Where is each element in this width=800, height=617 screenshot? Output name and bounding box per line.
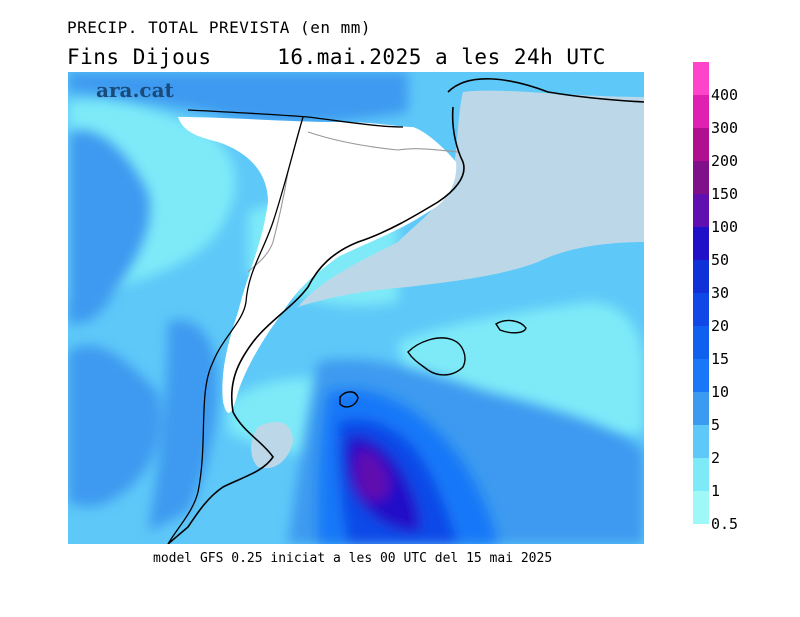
- legend-swatch: [693, 392, 709, 425]
- legend-label: 5: [711, 416, 721, 434]
- legend-label: 100: [711, 218, 739, 236]
- legend-swatch: [693, 458, 709, 491]
- legend-label: 300: [711, 119, 739, 137]
- legend-label: 0.5: [711, 515, 739, 533]
- legend-label: 400: [711, 86, 739, 104]
- legend-swatch: [693, 128, 709, 161]
- legend-label: 30: [711, 284, 730, 302]
- legend-swatch: [693, 491, 709, 524]
- legend-swatch: [693, 161, 709, 194]
- coastline: [167, 78, 644, 544]
- legend-swatch: [693, 326, 709, 359]
- map-subtitle: Fins Dijous 16.mai.2025 a les 24h UTC: [67, 45, 606, 69]
- legend-label: 50: [711, 251, 730, 269]
- pyrenees-border: [187, 109, 404, 128]
- legend-label: 10: [711, 383, 730, 401]
- iberian-border: [167, 116, 304, 544]
- dry-land-area: [178, 117, 457, 413]
- dry-sea-area: [298, 90, 644, 307]
- legend-swatch: [693, 62, 709, 95]
- legend-swatch: [693, 227, 709, 260]
- legend-swatch: [693, 194, 709, 227]
- map-title: PRECIP. TOTAL PREVISTA (en mm): [67, 18, 371, 37]
- menorca-island: [495, 319, 527, 334]
- model-info-footer: model GFS 0.25 iniciat a les 00 UTC del …: [153, 551, 553, 566]
- legend-label: 2: [711, 449, 721, 467]
- legend-label: 15: [711, 350, 730, 368]
- majorca-island: [407, 337, 466, 376]
- legend-label: 150: [711, 185, 739, 203]
- precipitation-map: [68, 72, 644, 544]
- legend-label: 20: [711, 317, 730, 335]
- legend-label: 1: [711, 482, 721, 500]
- legend-swatch: [693, 95, 709, 128]
- ibiza-island: [339, 391, 359, 408]
- dry-sea-area-south: [251, 422, 293, 469]
- legend-swatch: [693, 425, 709, 458]
- logo: ara.cat: [96, 78, 174, 102]
- legend-swatch: [693, 293, 709, 326]
- legend-swatch: [693, 359, 709, 392]
- legend-label: 200: [711, 152, 739, 170]
- precip-heavy-area: [318, 389, 498, 544]
- legend-swatch: [693, 260, 709, 293]
